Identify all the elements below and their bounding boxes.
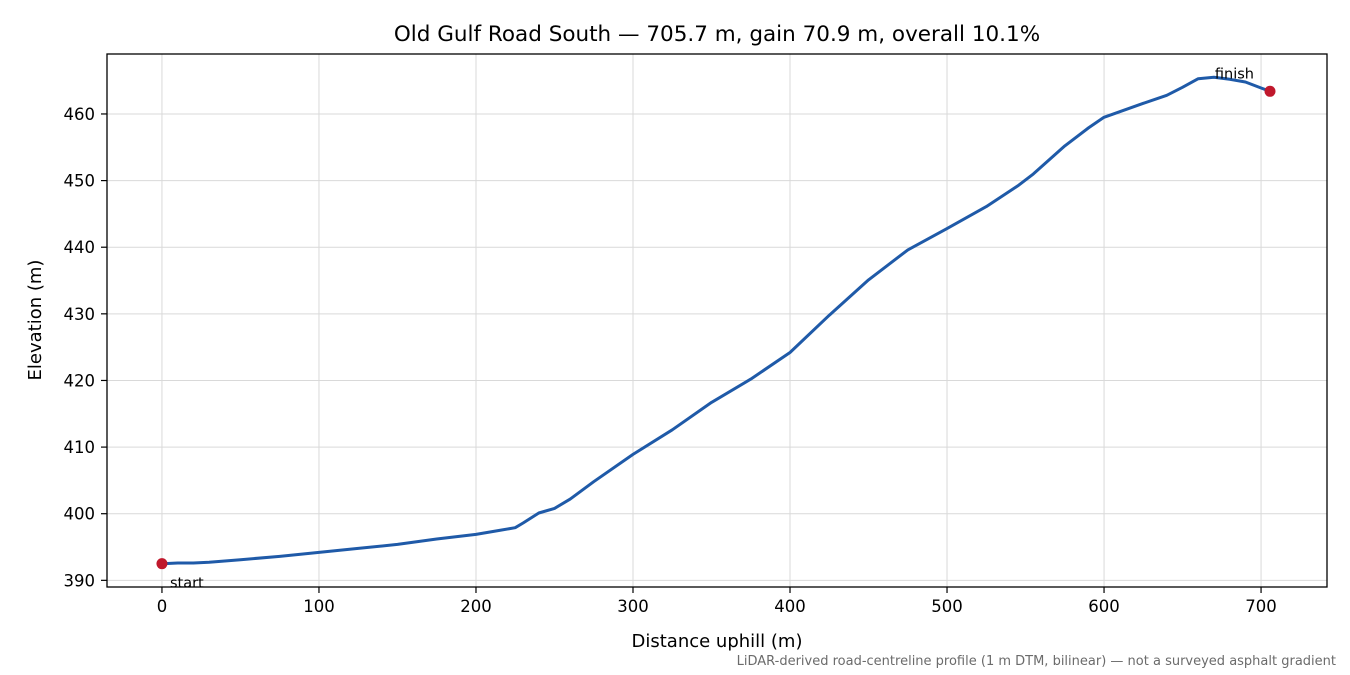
y-tick-label: 400	[64, 505, 96, 524]
marker-layer: start finish	[156, 66, 1276, 592]
y-tick-label: 460	[64, 105, 96, 124]
grid	[107, 54, 1327, 587]
y-tick-label: 410	[64, 438, 96, 457]
x-tick-label: 600	[1088, 597, 1120, 616]
start-marker	[156, 558, 168, 570]
y-tick-label: 450	[64, 172, 96, 191]
finish-label: finish	[1215, 66, 1254, 82]
y-tick-label: 430	[64, 305, 96, 324]
x-tick-label: 700	[1245, 597, 1277, 616]
finish-marker	[1264, 85, 1276, 97]
y-tick-labels: 390 400 410 420 430 440 450 460	[64, 105, 96, 590]
footnote: LiDAR-derived road-centreline profile (1…	[737, 654, 1336, 669]
y-tick-label: 390	[64, 571, 96, 590]
y-tick-label: 420	[64, 371, 96, 390]
x-tick-label: 200	[460, 597, 492, 616]
chart-title: Old Gulf Road South — 705.7 m, gain 70.9…	[394, 22, 1040, 47]
start-label: start	[170, 576, 204, 592]
x-tick-label: 100	[303, 597, 335, 616]
x-tick-label: 300	[617, 597, 649, 616]
x-axis-label: Distance uphill (m)	[632, 631, 803, 652]
x-tick-labels: 0 100 200 300 400 500 600 700	[157, 597, 1277, 616]
y-tick-label: 440	[64, 238, 96, 257]
series-layer	[160, 75, 1272, 566]
y-axis-label: Elevation (m)	[25, 260, 46, 381]
x-tick-label: 0	[157, 597, 168, 616]
elevation-line	[160, 75, 1272, 566]
tick-marks	[101, 113, 1262, 593]
x-tick-label: 500	[931, 597, 963, 616]
plot-frame	[106, 53, 1328, 588]
x-tick-label: 400	[774, 597, 806, 616]
